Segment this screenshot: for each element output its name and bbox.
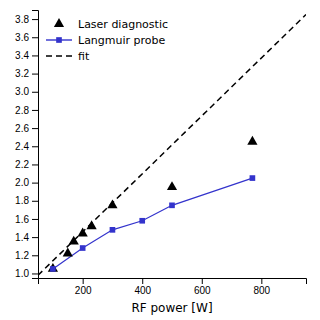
y-tick-label: 3.0 xyxy=(15,86,29,97)
legend-label: Langmuir probe xyxy=(78,34,166,47)
series-point xyxy=(167,181,177,190)
legend-label: Laser diagnostic xyxy=(78,18,168,31)
series-point xyxy=(78,228,88,237)
y-tick-mark xyxy=(32,37,38,38)
y-tick: 2.0 xyxy=(15,177,38,188)
x-tick: 600 xyxy=(194,278,211,296)
series-point xyxy=(63,248,73,257)
y-tick-mark xyxy=(32,74,38,75)
y-tick-mark xyxy=(32,255,38,256)
chart: 200 400 600 800 1.0 1.2 1.4 1.6 1.8 2.0 2.2 2.4 2.6 2… xyxy=(0,0,320,320)
y-tick-mark xyxy=(32,164,38,165)
y-axis-line xyxy=(32,11,39,279)
series-point xyxy=(110,227,116,233)
x-axis-line xyxy=(39,279,307,285)
y-tick-label: 1.0 xyxy=(15,268,29,279)
y-tick: 1.8 xyxy=(15,195,38,206)
x-tick: 800 xyxy=(253,278,270,296)
plot-area xyxy=(38,15,306,276)
series-point xyxy=(87,220,97,229)
y-tick-label: 3.2 xyxy=(15,68,29,79)
y-tick: 2.4 xyxy=(15,141,38,152)
y-tick-label: 3.4 xyxy=(15,50,29,61)
y-tick-mark xyxy=(32,201,38,202)
y-tick-mark xyxy=(32,146,38,147)
legend-line xyxy=(46,55,72,56)
y-tick-label: 3.6 xyxy=(15,32,29,43)
series-point xyxy=(107,199,117,208)
x-tick-mark xyxy=(261,278,262,284)
y-tick: 3.2 xyxy=(15,68,38,79)
series-point xyxy=(250,175,256,181)
series-line xyxy=(53,178,253,269)
x-tick-label: 800 xyxy=(253,285,270,296)
y-tick-mark xyxy=(32,55,38,56)
y-tick-label: 2.0 xyxy=(15,177,29,188)
y-tick: 3.4 xyxy=(15,50,38,61)
y-axis: 1.0 1.2 1.4 1.6 1.8 2.0 2.2 2.4 2.6 2.8 3.0 3.2 3.4 3… xyxy=(15,11,38,280)
x-tick-mark xyxy=(83,278,84,284)
legend-marker xyxy=(54,18,64,27)
x-tick: 200 xyxy=(75,278,92,296)
y-tick-mark xyxy=(32,110,38,111)
legend-item: Langmuir probe xyxy=(46,34,166,47)
y-tick-label: 1.4 xyxy=(15,232,29,243)
y-tick: 1.2 xyxy=(15,250,38,261)
y-tick-mark xyxy=(32,219,38,220)
y-tick-label: 2.6 xyxy=(15,123,29,134)
y-tick-mark xyxy=(32,128,38,129)
y-tick-label: 2.2 xyxy=(15,159,29,170)
y-tick-mark xyxy=(32,273,38,274)
y-tick: 1.6 xyxy=(15,214,38,225)
y-tick: 1.0 xyxy=(15,268,38,279)
y-tick: 3.8 xyxy=(15,14,38,25)
legend-item: Laser diagnostic xyxy=(54,18,168,31)
series-line xyxy=(38,15,306,276)
x-tick-label: 200 xyxy=(75,285,92,296)
y-tick-mark xyxy=(32,183,38,184)
x-tick-label: 400 xyxy=(134,285,151,296)
y-tick-mark xyxy=(32,237,38,238)
y-tick-mark xyxy=(32,19,38,20)
y-tick: 2.6 xyxy=(15,123,38,134)
legend-item: fit xyxy=(46,50,90,63)
y-tick-label: 1.6 xyxy=(15,214,29,225)
y-tick: 3.0 xyxy=(15,86,38,97)
y-tick: 2.8 xyxy=(15,105,38,116)
y-tick-label: 3.8 xyxy=(15,14,29,25)
series-point xyxy=(139,218,145,224)
series-point xyxy=(48,263,58,272)
series-point xyxy=(69,236,79,245)
legend: Laser diagnostic Langmuir probe fit xyxy=(46,18,168,63)
series-point xyxy=(50,266,56,272)
series-point xyxy=(247,136,257,145)
y-tick: 3.6 xyxy=(15,32,38,43)
series-point xyxy=(169,202,175,208)
x-axis-title: RF power [W] xyxy=(131,301,212,315)
y-tick-label: 1.8 xyxy=(15,195,29,206)
y-tick: 1.4 xyxy=(15,232,38,243)
x-axis: 200 400 600 800 xyxy=(39,278,307,296)
y-tick-mark xyxy=(32,92,38,93)
y-tick: 2.2 xyxy=(15,159,38,170)
y-tick-label: 2.8 xyxy=(15,105,29,116)
legend-label: fit xyxy=(78,50,90,63)
y-tick-label: 1.2 xyxy=(15,250,29,261)
series-point xyxy=(80,245,86,251)
x-tick-label: 600 xyxy=(194,285,211,296)
x-tick: 400 xyxy=(134,278,151,296)
x-tick-mark xyxy=(202,278,203,284)
x-tick-mark xyxy=(142,278,143,284)
y-tick-label: 2.4 xyxy=(15,141,29,152)
legend-marker xyxy=(56,37,62,43)
